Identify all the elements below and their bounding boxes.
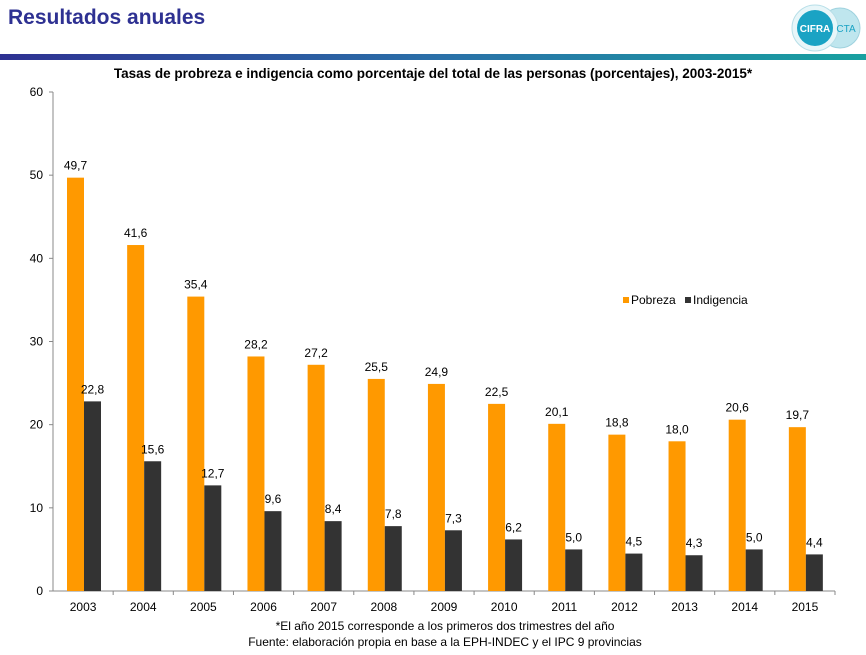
data-label: 35,4 <box>184 278 208 292</box>
bar-indigencia-2003 <box>84 401 101 591</box>
data-label: 27,2 <box>304 346 328 360</box>
data-label: 19,7 <box>786 408 810 422</box>
data-label: 20,1 <box>545 405 569 419</box>
legend-label-pobreza: Pobreza <box>631 293 676 307</box>
legend-label-indigencia: Indigencia <box>693 293 748 307</box>
data-label: 9,6 <box>265 492 282 506</box>
bar-indigencia-2006 <box>264 511 282 591</box>
bar-pobreza-2007 <box>307 364 325 591</box>
x-tick-label: 2011 <box>551 600 577 614</box>
y-tick-label: 40 <box>30 251 44 265</box>
x-tick-label: 2004 <box>130 600 157 614</box>
bar-pobreza-2009 <box>427 383 445 591</box>
data-label: 18,8 <box>605 416 629 430</box>
data-label: 28,2 <box>244 337 268 351</box>
data-label: 22,8 <box>81 382 105 396</box>
bar-indigencia-2007 <box>324 521 342 591</box>
bar-pobreza-2004 <box>127 245 145 591</box>
data-label: 20,6 <box>726 401 750 415</box>
source-note: Fuente: elaboración propia en base a la … <box>248 635 642 649</box>
data-label: 12,7 <box>201 466 225 480</box>
data-label: 4,4 <box>806 535 823 549</box>
data-label: 18,0 <box>665 422 689 436</box>
y-tick-label: 10 <box>30 501 44 515</box>
bar-pobreza-2012 <box>608 434 626 591</box>
logo-text-cifra: CIFRA <box>800 24 831 35</box>
data-label: 5,0 <box>746 530 763 544</box>
data-label: 4,5 <box>626 535 643 549</box>
bar-indigencia-2014 <box>745 549 763 591</box>
bar-indigencia-2004 <box>144 461 162 591</box>
bar-pobreza-2014 <box>728 419 746 591</box>
x-tick-label: 2009 <box>431 600 458 614</box>
data-label: 22,5 <box>485 385 509 399</box>
chart-title: Tasas de probreza e indigencia como porc… <box>113 66 753 81</box>
data-label: 41,6 <box>124 226 148 240</box>
data-label: 24,9 <box>425 365 449 379</box>
header-band <box>0 54 866 60</box>
x-tick-label: 2010 <box>491 600 518 614</box>
bar-pobreza-2015 <box>788 427 806 591</box>
x-tick-label: 2005 <box>190 600 217 614</box>
bar-indigencia-2013 <box>685 555 703 591</box>
bar-pobreza-2010 <box>488 403 506 591</box>
data-label: 49,7 <box>64 159 88 173</box>
data-label: 15,6 <box>141 442 165 456</box>
bar-indigencia-2008 <box>384 526 402 591</box>
x-tick-label: 2015 <box>792 600 819 614</box>
x-tick-label: 2014 <box>731 600 758 614</box>
data-label: 5,0 <box>565 530 582 544</box>
bar-pobreza-2011 <box>548 423 566 591</box>
bar-indigencia-2015 <box>805 554 823 591</box>
bar-indigencia-2009 <box>444 530 462 591</box>
y-tick-label: 30 <box>30 335 44 349</box>
bar-pobreza-2005 <box>187 296 205 591</box>
x-tick-label: 2008 <box>370 600 397 614</box>
bar-pobreza-2013 <box>668 441 686 591</box>
legend-swatch-indigencia <box>685 297 691 303</box>
logo-text-cta: CTA <box>836 24 856 35</box>
bar-pobreza-2003 <box>67 177 84 591</box>
y-tick-label: 50 <box>30 168 44 182</box>
data-label: 8,4 <box>325 502 342 516</box>
bar-pobreza-2006 <box>247 356 265 591</box>
bar-indigencia-2010 <box>505 539 523 591</box>
y-tick-label: 0 <box>36 584 43 598</box>
data-label: 7,3 <box>445 511 462 525</box>
data-label: 7,8 <box>385 507 402 521</box>
data-label: 6,2 <box>505 520 522 534</box>
x-tick-label: 2007 <box>310 600 337 614</box>
x-tick-label: 2006 <box>250 600 277 614</box>
x-tick-label: 2003 <box>70 600 97 614</box>
x-tick-label: 2013 <box>671 600 698 614</box>
page-title: Resultados anuales <box>8 6 206 29</box>
y-tick-label: 60 <box>30 85 44 99</box>
bar-indigencia-2011 <box>565 549 583 591</box>
data-label: 25,5 <box>365 360 389 374</box>
cifra-cta-logo: CIFRA CTA <box>791 4 861 52</box>
bar-indigencia-2012 <box>625 553 643 591</box>
y-tick-label: 20 <box>30 418 44 432</box>
legend-swatch-pobreza <box>623 297 629 303</box>
bar-pobreza-2008 <box>367 378 385 591</box>
footnote: *El año 2015 corresponde a los primeros … <box>275 619 615 633</box>
data-label: 4,3 <box>686 536 703 550</box>
bar-indigencia-2005 <box>204 485 222 591</box>
x-tick-label: 2012 <box>611 600 638 614</box>
